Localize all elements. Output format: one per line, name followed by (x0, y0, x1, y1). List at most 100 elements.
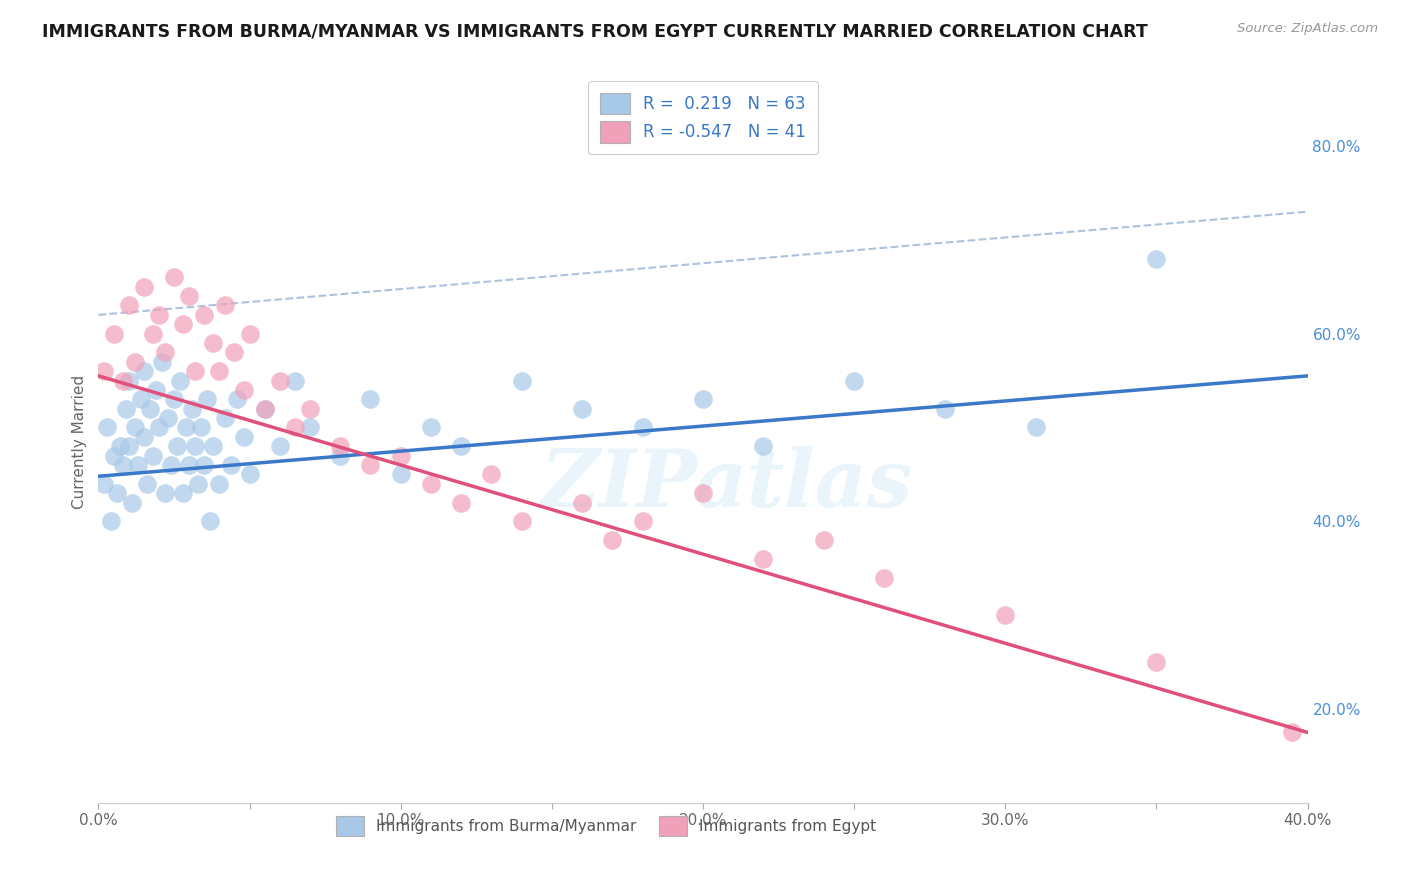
Point (118, 374, 141, 388)
Point (193, 308, 215, 322)
Point (195, 392, 218, 407)
Point (193, 458, 215, 472)
Point (329, 449, 352, 463)
Point (202, 439, 225, 453)
Point (166, 439, 188, 453)
Point (226, 392, 249, 407)
Point (631, 420, 654, 434)
Point (450, 439, 472, 453)
Point (284, 420, 307, 434)
Point (631, 514, 654, 528)
Point (114, 401, 136, 416)
Point (139, 401, 162, 416)
Point (135, 476, 157, 491)
Point (169, 374, 191, 388)
Point (1024, 420, 1046, 434)
Point (360, 458, 382, 472)
Point (132, 279, 155, 293)
Point (571, 401, 593, 416)
Y-axis label: Currently Married: Currently Married (72, 375, 87, 508)
Point (253, 401, 276, 416)
Point (100, 514, 122, 528)
Point (153, 486, 176, 500)
Point (232, 430, 254, 444)
Point (224, 345, 246, 359)
Point (844, 374, 866, 388)
Text: ZIPatlas: ZIPatlas (541, 446, 914, 524)
Point (813, 533, 835, 547)
Point (172, 486, 194, 500)
Point (389, 467, 412, 482)
Point (420, 420, 443, 434)
Point (103, 326, 125, 341)
Point (160, 458, 183, 472)
Point (172, 318, 194, 332)
Point (163, 392, 186, 407)
Point (269, 374, 291, 388)
Point (150, 355, 173, 369)
Point (208, 476, 231, 491)
Point (269, 439, 291, 453)
Point (329, 439, 352, 453)
Legend: Immigrants from Burma/Myanmar, Immigrants from Egypt: Immigrants from Burma/Myanmar, Immigrant… (330, 810, 883, 842)
Point (103, 449, 125, 463)
Point (752, 551, 775, 566)
Point (179, 289, 201, 303)
Point (239, 467, 262, 482)
Point (692, 392, 714, 407)
Point (510, 514, 533, 528)
Point (111, 458, 134, 472)
Point (121, 495, 143, 509)
Point (420, 476, 443, 491)
Point (602, 533, 624, 547)
Point (93, 476, 115, 491)
Point (124, 420, 146, 434)
Point (692, 486, 714, 500)
Point (132, 430, 155, 444)
Point (156, 411, 179, 425)
Point (221, 458, 243, 472)
Point (124, 355, 146, 369)
Point (1281, 725, 1303, 739)
Point (181, 401, 204, 416)
Point (360, 392, 382, 407)
Point (184, 364, 207, 378)
Point (299, 401, 322, 416)
Point (571, 495, 593, 509)
Point (108, 439, 131, 453)
Point (163, 270, 186, 285)
Point (214, 298, 236, 312)
Point (153, 345, 176, 359)
Point (145, 383, 167, 397)
Point (239, 326, 262, 341)
Point (1144, 252, 1167, 266)
Point (118, 298, 141, 312)
Point (934, 401, 956, 416)
Point (93, 364, 115, 378)
Text: Source: ZipAtlas.com: Source: ZipAtlas.com (1237, 22, 1378, 36)
Point (200, 514, 222, 528)
Point (187, 476, 209, 491)
Point (1144, 655, 1167, 669)
Point (873, 571, 896, 585)
Point (111, 374, 134, 388)
Point (253, 401, 276, 416)
Point (142, 326, 165, 341)
Point (389, 449, 412, 463)
Point (284, 374, 307, 388)
Point (132, 364, 155, 378)
Point (202, 336, 225, 351)
Point (299, 420, 322, 434)
Point (752, 439, 775, 453)
Text: IMMIGRANTS FROM BURMA/MYANMAR VS IMMIGRANTS FROM EGYPT CURRENTLY MARRIED CORRELA: IMMIGRANTS FROM BURMA/MYANMAR VS IMMIGRA… (42, 22, 1147, 40)
Point (174, 420, 197, 434)
Point (208, 364, 231, 378)
Point (450, 495, 472, 509)
Point (994, 608, 1017, 623)
Point (184, 439, 207, 453)
Point (142, 449, 165, 463)
Point (96, 420, 118, 434)
Point (127, 458, 149, 472)
Point (129, 392, 152, 407)
Point (148, 420, 170, 434)
